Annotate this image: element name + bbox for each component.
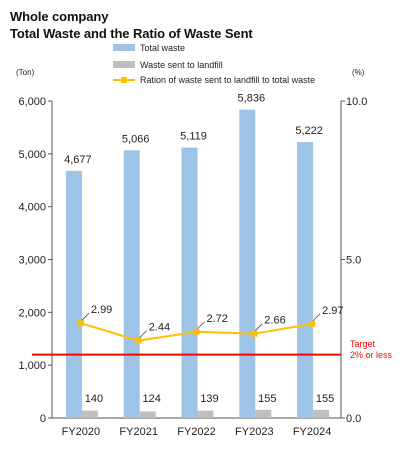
right-axis-unit: (%) xyxy=(352,68,365,77)
ratio-marker xyxy=(77,320,84,327)
left-axis-tick-label: 0 xyxy=(40,413,46,425)
ratio-marker xyxy=(193,328,200,335)
data-label-total-waste: 5,222 xyxy=(295,125,323,137)
legend-label-landfill: Waste sent to landfill xyxy=(140,60,223,70)
data-label-total-waste: 5,066 xyxy=(122,133,150,145)
target-label-line2: 2% or less xyxy=(350,350,393,360)
ratio-leader xyxy=(312,313,321,322)
plot-area: 0 1,000 2,000 3,000 4,000 5,000 6,000 0.0 5.0 10.… xyxy=(18,93,367,438)
bar-landfill xyxy=(313,409,330,418)
left-axis-tick-label: 6,000 xyxy=(18,96,46,108)
ratio-leader xyxy=(81,312,90,321)
legend-label-total-waste: Total waste xyxy=(140,43,185,53)
x-axis-tick-label: FY2023 xyxy=(235,426,274,438)
data-label-landfill: 139 xyxy=(200,393,218,405)
bar-total-waste xyxy=(123,150,140,419)
bar-total-waste xyxy=(181,147,198,418)
chart-title-line2: Total Waste and the Ratio of Waste Sent xyxy=(10,26,253,41)
left-axis-tick-label: 1,000 xyxy=(18,360,46,372)
data-label-ratio: 2.97 xyxy=(322,305,343,317)
x-axis-tick-label: FY2021 xyxy=(119,426,158,438)
data-label-ratio: 2.72 xyxy=(207,313,228,325)
ratio-marker xyxy=(251,330,258,337)
x-axis-tick-label: FY2022 xyxy=(177,426,216,438)
data-label-landfill: 155 xyxy=(316,393,334,405)
right-axis-tick-label: 0.0 xyxy=(346,413,361,425)
data-label-ratio: 2.66 xyxy=(264,315,285,327)
data-label-landfill: 124 xyxy=(143,393,161,405)
ratio-leader xyxy=(255,323,263,331)
x-axis-tick-label: FY2020 xyxy=(62,426,101,438)
bar-landfill xyxy=(197,410,214,418)
left-axis-tick-label: 3,000 xyxy=(18,255,46,267)
data-label-total-waste: 5,119 xyxy=(180,131,207,143)
bar-landfill xyxy=(255,409,272,418)
legend-swatch-total-waste xyxy=(113,44,135,51)
data-label-ratio: 2.99 xyxy=(91,304,112,316)
left-axis-unit: (Ton) xyxy=(16,68,35,77)
right-axis-tick-label: 10.0 xyxy=(346,96,367,108)
ratio-marker xyxy=(135,337,142,344)
bar-total-waste xyxy=(239,109,256,418)
left-axis-tick-label: 4,000 xyxy=(18,202,46,214)
bar-landfill xyxy=(139,411,156,418)
legend: Total waste Waste sent to landfill Ratio… xyxy=(113,43,315,85)
ratio-leader xyxy=(139,330,147,338)
bar-total-waste xyxy=(65,170,82,418)
ratio-leader xyxy=(197,321,205,330)
bar-total-waste xyxy=(297,142,314,418)
right-axis-tick-label: 5.0 xyxy=(346,255,361,267)
legend-swatch-landfill xyxy=(113,61,135,68)
data-label-ratio: 2.44 xyxy=(149,322,170,334)
left-axis-tick-label: 2,000 xyxy=(18,307,46,319)
data-label-landfill: 140 xyxy=(85,393,103,405)
chart-title-line1: Whole company xyxy=(10,9,109,24)
data-label-total-waste: 5,836 xyxy=(238,93,266,105)
target-label-line1: Target xyxy=(350,339,376,349)
left-axis-tick-label: 5,000 xyxy=(18,149,46,161)
legend-marker-ratio xyxy=(121,77,127,83)
data-label-total-waste: 4,677 xyxy=(64,154,92,166)
data-label-landfill: 155 xyxy=(258,393,276,405)
ratio-marker xyxy=(309,320,316,327)
bar-landfill xyxy=(81,410,98,418)
legend-label-ratio: Ration of waste sent to landfill to tota… xyxy=(140,75,315,85)
x-axis-tick-label: FY2024 xyxy=(293,426,332,438)
